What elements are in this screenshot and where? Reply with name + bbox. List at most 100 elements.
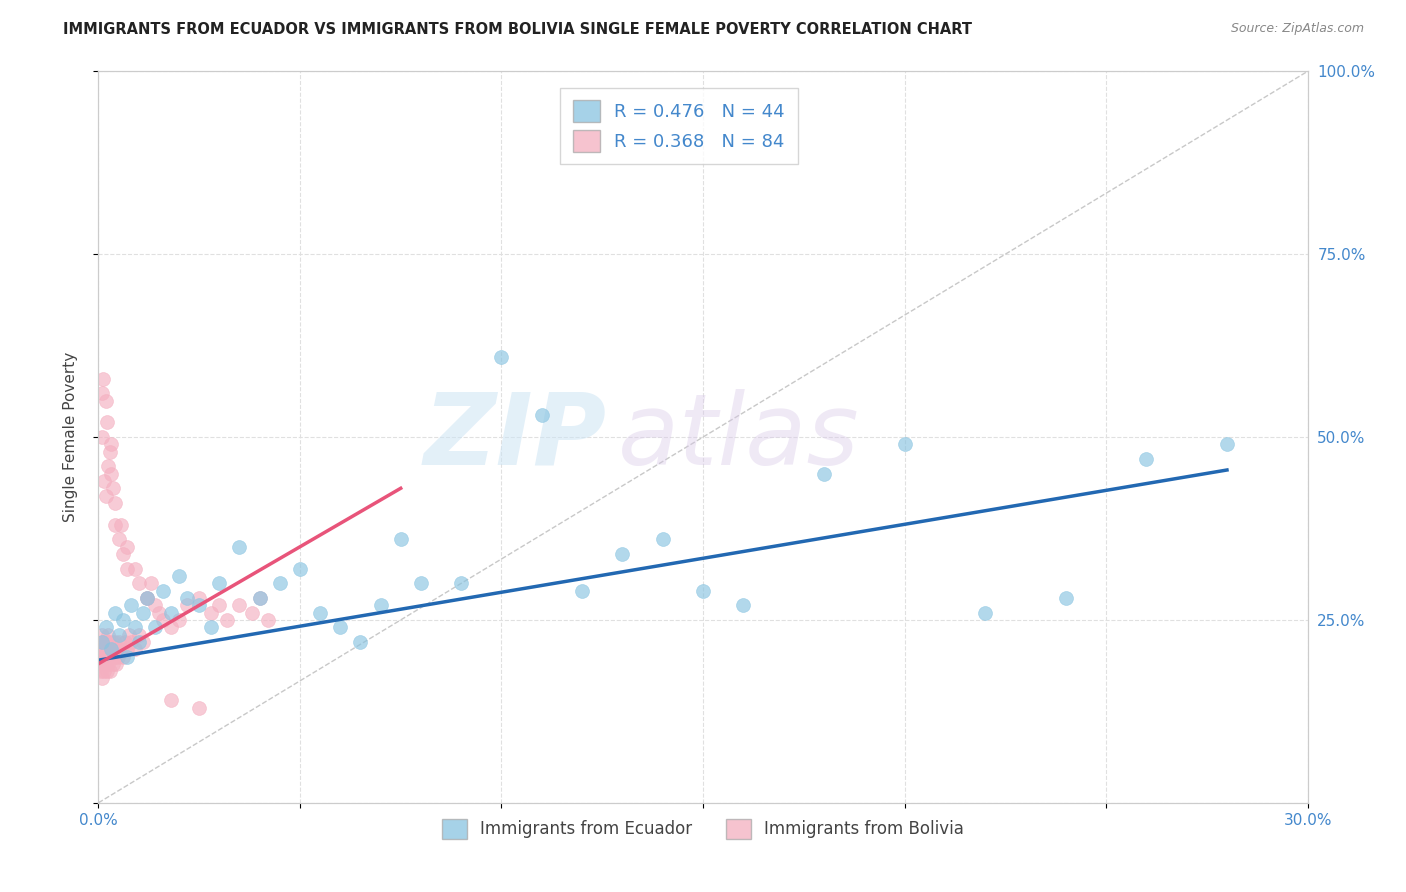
Point	[1054, 591, 1077, 605]
Point	[100, 642, 122, 657]
Point	[103, 649, 125, 664]
Point	[128, 576, 150, 591]
Point	[96, 664, 118, 678]
Point	[100, 437, 122, 451]
Point	[228, 599, 250, 613]
Point	[128, 635, 150, 649]
Point	[97, 642, 120, 657]
Text: atlas: atlas	[619, 389, 860, 485]
Point	[208, 599, 231, 613]
Point	[115, 540, 138, 554]
Point	[107, 635, 129, 649]
Point	[90, 664, 112, 678]
Point	[118, 627, 141, 641]
Point	[91, 430, 114, 444]
Point	[104, 635, 127, 649]
Point	[651, 533, 673, 547]
Point	[94, 657, 117, 671]
Point	[389, 533, 412, 547]
Point	[167, 569, 190, 583]
Point	[135, 591, 157, 605]
Point	[100, 649, 122, 664]
Point	[97, 649, 120, 664]
Point	[208, 576, 231, 591]
Point	[128, 627, 150, 641]
Point	[101, 635, 124, 649]
Point	[135, 591, 157, 605]
Point	[188, 700, 211, 714]
Point	[91, 627, 114, 641]
Point	[91, 371, 114, 385]
Point	[152, 613, 174, 627]
Point	[96, 649, 118, 664]
Point	[89, 642, 111, 657]
Point	[94, 393, 117, 408]
Point	[530, 408, 553, 422]
Point	[143, 599, 166, 613]
Point	[91, 649, 114, 664]
Point	[115, 649, 138, 664]
Point	[90, 635, 112, 649]
Point	[110, 517, 132, 532]
Point	[349, 635, 371, 649]
Point	[94, 635, 117, 649]
Point	[93, 657, 115, 671]
Point	[139, 576, 162, 591]
Point	[491, 350, 513, 364]
Point	[120, 599, 142, 613]
Y-axis label: Single Female Poverty: Single Female Poverty	[63, 352, 77, 522]
Point	[188, 591, 211, 605]
Point	[114, 635, 136, 649]
Point	[409, 576, 432, 591]
Point	[974, 606, 997, 620]
Point	[176, 591, 198, 605]
Point	[107, 649, 129, 664]
Text: Source: ZipAtlas.com: Source: ZipAtlas.com	[1230, 22, 1364, 36]
Point	[107, 627, 129, 641]
Point	[571, 583, 593, 598]
Point	[450, 576, 472, 591]
Point	[111, 649, 134, 664]
Point	[120, 635, 142, 649]
Point	[370, 599, 392, 613]
Point	[89, 657, 111, 671]
Text: IMMIGRANTS FROM ECUADOR VS IMMIGRANTS FROM BOLIVIA SINGLE FEMALE POVERTY CORRELA: IMMIGRANTS FROM ECUADOR VS IMMIGRANTS FR…	[63, 22, 973, 37]
Point	[200, 620, 222, 634]
Point	[249, 591, 271, 605]
Point	[692, 583, 714, 598]
Point	[329, 620, 352, 634]
Point	[160, 620, 183, 634]
Point	[97, 657, 120, 671]
Point	[269, 576, 291, 591]
Point	[217, 613, 239, 627]
Point	[91, 386, 114, 401]
Point	[103, 517, 125, 532]
Point	[135, 591, 157, 605]
Point	[90, 649, 112, 664]
Point	[167, 613, 190, 627]
Point	[111, 547, 134, 561]
Point	[124, 562, 146, 576]
Point	[188, 599, 211, 613]
Point	[110, 642, 132, 657]
Point	[148, 606, 170, 620]
Point	[176, 599, 198, 613]
Point	[132, 635, 155, 649]
Point	[98, 444, 121, 458]
Point	[93, 664, 115, 678]
Point	[240, 606, 263, 620]
Point	[612, 547, 634, 561]
Point	[124, 642, 146, 657]
Point	[200, 606, 222, 620]
Point	[288, 562, 311, 576]
Point	[228, 540, 250, 554]
Point	[893, 437, 915, 451]
Point	[160, 693, 183, 707]
Point	[94, 642, 117, 657]
Point	[124, 620, 146, 634]
Point	[91, 672, 114, 686]
Legend: Immigrants from Ecuador, Immigrants from Bolivia: Immigrants from Ecuador, Immigrants from…	[436, 812, 970, 846]
Point	[160, 606, 183, 620]
Point	[152, 583, 174, 598]
Point	[91, 635, 114, 649]
